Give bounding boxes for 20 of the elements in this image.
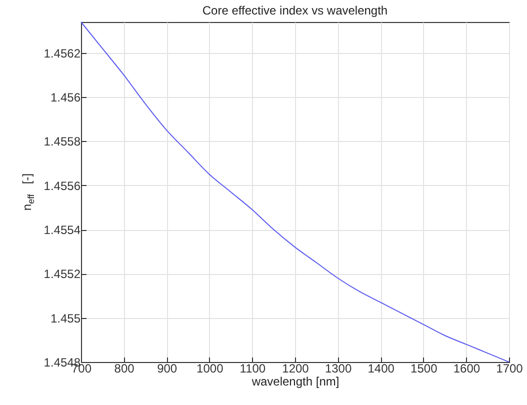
x-tick-label: 1600	[453, 362, 480, 376]
x-tick-label: 900	[157, 362, 178, 376]
x-tick-label: 1100	[240, 362, 266, 376]
x-tick-label: 1700	[496, 362, 524, 376]
x-tick-label: 800	[114, 362, 135, 376]
y-tick-label: 1.4554	[44, 223, 81, 238]
x-tick-label: 1200	[282, 362, 310, 376]
y-tick-label: 1.4558	[44, 134, 81, 149]
y-tick-label: 1.456	[50, 90, 81, 105]
y-tick-label: 1.4562	[44, 46, 81, 60]
x-tick-label: 1300	[324, 362, 352, 376]
x-tick-label: 1000	[196, 362, 224, 376]
chart-title: Core effective index vs wavelength	[202, 4, 388, 18]
line-series	[80, 22, 510, 362]
y-tick-label: 1.4552	[44, 267, 81, 282]
y-tick-label: 1.455	[50, 311, 81, 326]
x-axis-title: wavelength [nm]	[250, 374, 340, 388]
x-tick-label: 1400	[368, 362, 395, 376]
x-tick-label: 1500	[410, 362, 438, 376]
y-tick-label: 1.4556	[44, 178, 81, 193]
